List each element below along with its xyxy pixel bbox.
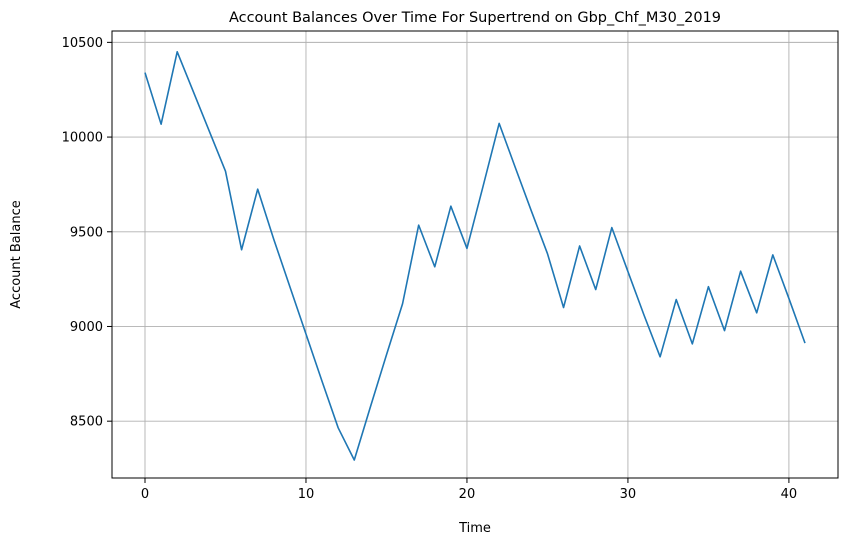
data-point xyxy=(241,249,243,251)
x-tick-label: 30 xyxy=(620,487,637,502)
series-line xyxy=(144,51,806,461)
data-point xyxy=(708,286,710,288)
data-point xyxy=(450,205,452,207)
y-tick-label: 9500 xyxy=(70,225,103,240)
data-point xyxy=(675,299,677,301)
data-point xyxy=(466,248,468,250)
data-point xyxy=(772,254,774,256)
x-tick-label: 0 xyxy=(141,487,149,502)
x-tick-label: 20 xyxy=(459,487,476,502)
data-point xyxy=(370,406,372,408)
data-point xyxy=(659,356,661,358)
data-point xyxy=(482,186,484,188)
x-axis-label: Time xyxy=(458,521,491,536)
x-tick-label: 10 xyxy=(298,487,315,502)
data-point xyxy=(160,123,162,125)
chart-title: Account Balances Over Time For Supertren… xyxy=(229,10,721,26)
data-point xyxy=(724,330,726,332)
data-point xyxy=(289,286,291,288)
data-point xyxy=(434,266,436,268)
data-point xyxy=(740,270,742,272)
data-point xyxy=(337,427,339,429)
data-point xyxy=(176,51,178,53)
data-point xyxy=(273,239,275,241)
y-axis: 8500 9000 9500 10000 10500 xyxy=(62,36,112,430)
data-point xyxy=(144,72,146,74)
data-point xyxy=(498,123,500,125)
data-point xyxy=(627,271,629,273)
data-point xyxy=(321,381,323,383)
data-point xyxy=(692,343,694,345)
y-tick-label: 8500 xyxy=(70,415,103,430)
data-point xyxy=(611,227,613,229)
data-point xyxy=(225,170,227,172)
data-point xyxy=(756,312,758,314)
data-point xyxy=(563,307,565,309)
data-point xyxy=(209,131,211,133)
data-point xyxy=(386,354,388,356)
grid-lines xyxy=(112,31,838,478)
y-tick-label: 10000 xyxy=(62,131,103,146)
data-point xyxy=(402,303,404,305)
data-point xyxy=(804,342,806,344)
data-point xyxy=(579,245,581,247)
data-point xyxy=(531,210,533,212)
data-point xyxy=(305,333,307,335)
data-point xyxy=(595,289,597,291)
data-point xyxy=(643,314,645,316)
y-tick-label: 10500 xyxy=(62,36,103,51)
data-point xyxy=(418,224,420,226)
y-tick-label: 9000 xyxy=(70,320,103,335)
data-point xyxy=(547,253,549,255)
x-tick-label: 40 xyxy=(781,487,798,502)
data-point xyxy=(192,91,194,93)
series-layer xyxy=(144,51,806,461)
data-point xyxy=(514,167,516,169)
x-axis: 0 10 20 30 40 xyxy=(141,478,797,502)
data-point xyxy=(788,298,790,300)
plot-frame xyxy=(111,30,839,479)
data-point xyxy=(353,459,355,461)
y-axis-label: Account Balance xyxy=(9,200,24,308)
data-point xyxy=(257,188,259,190)
